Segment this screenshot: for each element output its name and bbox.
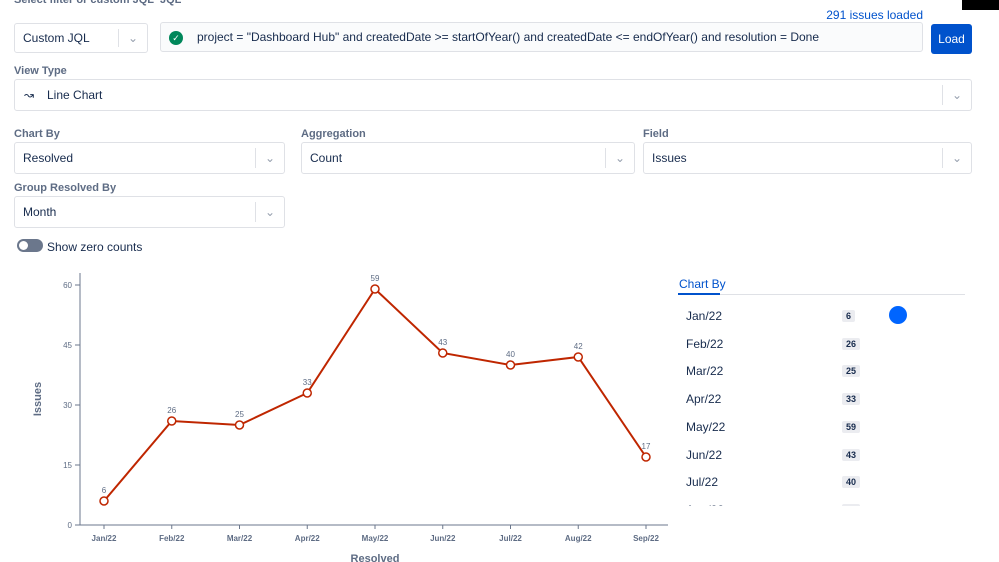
point <box>370 284 380 294</box>
corner-block <box>962 0 999 10</box>
toggle-knob <box>19 241 28 250</box>
chevron: ⌄ <box>942 85 971 105</box>
panel-item-label: May/22 <box>686 419 726 434</box>
x-tick-label: Jun/22 <box>430 534 456 543</box>
tab-rule <box>678 294 965 295</box>
x-tick-label: May/22 <box>362 534 389 543</box>
panel-item-count: 59 <box>842 420 861 433</box>
filter-select[interactable]: Custom JQL ⌄ <box>14 23 148 53</box>
panel-item-count: 6 <box>842 310 856 322</box>
chart-icon: ↝ <box>24 88 35 102</box>
point <box>99 496 109 506</box>
view-type-value: Line Chart <box>47 88 103 102</box>
panel-item-label: Apr/22 <box>686 392 722 407</box>
scroll-dot[interactable] <box>889 306 907 324</box>
jql-text: project = "Dashboard Hub" and createdDat… <box>197 30 820 44</box>
valid-icon: ✓ <box>169 31 183 45</box>
chevron: ⌄ <box>255 148 284 168</box>
toggle[interactable] <box>17 239 43 252</box>
x-tick-label: Sep/22 <box>633 534 659 543</box>
value-label: 6 <box>102 486 107 495</box>
y-axis-label: Issues <box>32 382 44 416</box>
chevron: ⌄ <box>118 29 147 47</box>
field-value: Issues <box>652 151 687 165</box>
aggregation-select[interactable]: Count ⌄ <box>301 142 635 174</box>
point <box>302 388 312 398</box>
panel-item-count: 33 <box>842 393 861 406</box>
x-tick-label: Apr/22 <box>295 534 320 543</box>
group-select[interactable]: Month ⌄ <box>14 196 285 228</box>
point <box>573 352 583 362</box>
y-tick-label: 60 <box>63 281 72 290</box>
point <box>234 420 245 430</box>
chart: 0 15 30 45 60 Issues Resolved Jan/22 Feb/22 Mar/2… <box>32 273 668 562</box>
x-tick-label: Aug/22 <box>565 534 592 543</box>
y-tick-label: 45 <box>63 341 72 350</box>
point <box>167 416 177 426</box>
panel-item-label: Jun/22 <box>686 447 723 462</box>
view-type-label: View Type <box>14 65 67 77</box>
value-label: 25 <box>235 410 244 419</box>
panel-tab[interactable]: Chart By <box>679 277 726 291</box>
chevron: ⌄ <box>942 148 971 168</box>
chart-by-value: Resolved <box>23 151 74 165</box>
point <box>641 452 651 462</box>
field-select[interactable]: Issues ⌄ <box>643 142 972 174</box>
chevron: ⌄ <box>605 148 634 168</box>
chevron: ⌄ <box>255 202 284 222</box>
field-label: Field <box>643 128 669 140</box>
panel-item-label: Feb/22 <box>686 336 724 351</box>
load-button[interactable]: Load <box>931 24 972 54</box>
x-tick-label: Feb/22 <box>159 534 185 543</box>
x-tick-label: Jan/22 <box>92 534 117 543</box>
panel-item-count: 26 <box>842 337 861 350</box>
group-value: Month <box>23 205 57 219</box>
panel-item-count: 43 <box>842 448 861 461</box>
panel-item-label: Jan/22 <box>686 309 723 323</box>
value-label: 59 <box>371 274 380 283</box>
panel-item-label: Jul/22 <box>686 475 719 490</box>
panel-item-count: 42 <box>842 503 861 506</box>
y-tick-label: 0 <box>68 521 73 530</box>
panel-item-label: Aug/22 <box>686 503 724 506</box>
issues-loaded: 291 issues loaded <box>826 8 923 22</box>
tab-underline <box>678 293 720 295</box>
aggregation-label: Aggregation <box>301 128 366 140</box>
chart-by-select[interactable]: Resolved ⌄ <box>14 142 285 174</box>
group-label: Group Resolved By <box>14 182 117 194</box>
toggle-label: Show zero counts <box>47 240 143 254</box>
panel-item-label: Mar/22 <box>686 364 724 379</box>
y-tick-label: 30 <box>63 401 72 410</box>
panel-item-count: 25 <box>842 365 861 378</box>
value-label: 42 <box>574 342 583 351</box>
line <box>103 287 647 502</box>
x-tick-label: Jul/22 <box>499 534 522 543</box>
filter-value: Custom JQL <box>23 31 90 45</box>
x-tick-label: Mar/22 <box>227 534 253 543</box>
side-panel: Chart By Jan/22 6 Feb/22 26 Mar/22 25 Apr/22 33… <box>678 270 968 506</box>
filter-label: Select filter or custom JQL <box>14 0 154 6</box>
value-label: 26 <box>167 406 176 415</box>
value-label: 40 <box>506 350 515 359</box>
panel-item-count: 40 <box>842 476 861 489</box>
view-type-select[interactable]: ↝ Line Chart ⌄ <box>14 79 972 111</box>
y-tick-label: 15 <box>63 461 72 470</box>
point <box>505 360 516 370</box>
value-label: 33 <box>303 378 312 387</box>
value-label: 43 <box>438 338 447 347</box>
value-label: 17 <box>642 442 651 451</box>
point <box>438 348 448 358</box>
aggregation-value: Count <box>310 151 343 165</box>
x-axis-label: Resolved <box>351 553 400 562</box>
jql-label: JQL <box>160 0 182 6</box>
jql-input[interactable]: ✓ project = "Dashboard Hub" and createdDa… <box>160 22 923 52</box>
chart-by-label: Chart By <box>14 128 60 140</box>
